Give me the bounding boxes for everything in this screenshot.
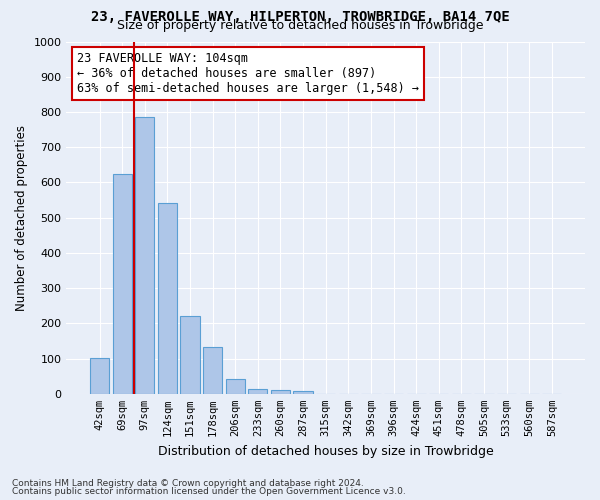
Bar [248,388,268,394]
Text: Contains public sector information licensed under the Open Government Licence v3: Contains public sector information licen… [12,487,406,496]
Bar [271,390,290,394]
Text: Size of property relative to detached houses in Trowbridge: Size of property relative to detached ho… [117,18,483,32]
Bar [293,391,313,394]
Bar [135,116,154,394]
Bar [90,358,109,394]
Y-axis label: Number of detached properties: Number of detached properties [15,124,28,310]
X-axis label: Distribution of detached houses by size in Trowbridge: Distribution of detached houses by size … [158,444,494,458]
Bar [158,202,177,394]
Text: 23 FAVEROLLE WAY: 104sqm
← 36% of detached houses are smaller (897)
63% of semi-: 23 FAVEROLLE WAY: 104sqm ← 36% of detach… [77,52,419,95]
Text: 23, FAVEROLLE WAY, HILPERTON, TROWBRIDGE, BA14 7QE: 23, FAVEROLLE WAY, HILPERTON, TROWBRIDGE… [91,10,509,24]
Bar [113,174,132,394]
Bar [181,316,200,394]
Bar [203,347,222,394]
Bar [226,379,245,394]
Text: Contains HM Land Registry data © Crown copyright and database right 2024.: Contains HM Land Registry data © Crown c… [12,478,364,488]
